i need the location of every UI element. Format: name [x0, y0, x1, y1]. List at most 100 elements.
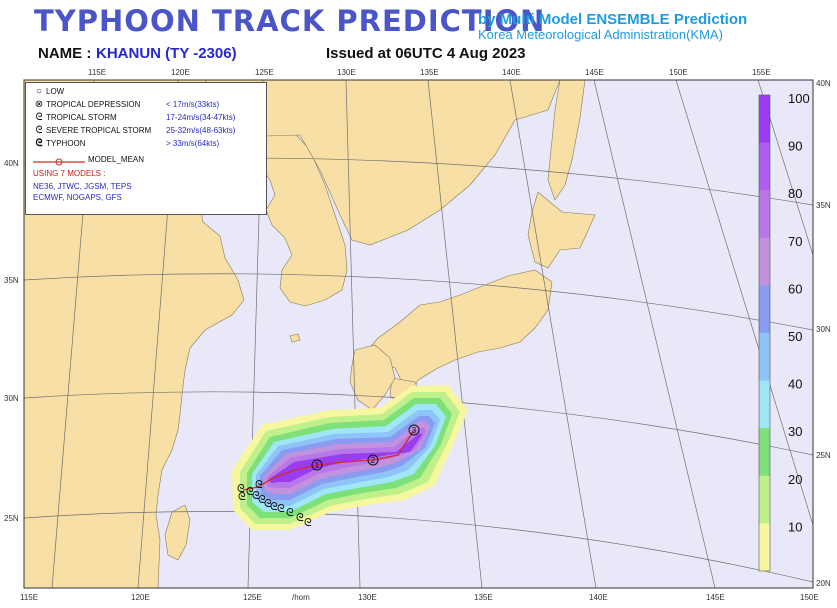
svg-text:ᘓ: ᘓ: [270, 500, 278, 513]
issued-time: Issued at 06UTC 4 Aug 2023: [326, 45, 526, 62]
svg-text:120E: 120E: [171, 68, 190, 77]
severe-tropical-storm-icon: ᘓ: [35, 125, 43, 136]
svg-text:135E: 135E: [420, 68, 439, 77]
svg-text:25N: 25N: [816, 451, 831, 460]
colorbar-segment: [759, 190, 770, 239]
svg-text:ᘓ: ᘓ: [237, 482, 245, 495]
day-markers: 1 2 3: [311, 424, 420, 471]
colorbar-segment: [759, 523, 770, 572]
day-marker-1: 1: [311, 459, 323, 471]
svg-text:ᘓ: ᘓ: [255, 478, 263, 491]
land-taiwan: [164, 504, 191, 561]
svg-text:ᘓ: ᘓ: [258, 493, 266, 506]
colorbar-label: 10: [788, 519, 802, 534]
svg-text:40N: 40N: [816, 79, 831, 88]
colorbar-label: 100: [788, 91, 810, 106]
legend-box: ○ LOW ⊗ TROPICAL DEPRESSION < 17m/s(33kt…: [25, 82, 267, 215]
svg-text:25N: 25N: [4, 514, 19, 523]
subtitle-agency: Korea Meteorological Administration(KMA): [478, 27, 723, 42]
colorbar-segment: [759, 95, 770, 144]
model-mean-line-icon: [33, 158, 85, 166]
colorbar-segment: [759, 333, 770, 382]
svg-text:115E: 115E: [88, 68, 106, 77]
svg-text:155E: 155E: [752, 68, 771, 77]
typhoon-icon: ᘓ: [35, 138, 43, 149]
svg-text:140E: 140E: [502, 68, 521, 77]
colorbar-segment: [759, 380, 770, 429]
colorbar-label: 50: [788, 329, 802, 344]
svg-text:ᘓ: ᘓ: [264, 497, 272, 510]
svg-text:ᘓ: ᘓ: [286, 506, 294, 519]
svg-text:35N: 35N: [4, 276, 19, 285]
colorbar-label: 80: [788, 186, 802, 201]
colorbar-label: 40: [788, 377, 802, 392]
svg-text:ᘓ: ᘓ: [252, 489, 260, 502]
svg-text:ᘓ: ᘓ: [296, 511, 304, 524]
tropical-depression-icon: ⊗: [34, 99, 44, 110]
svg-text:150E: 150E: [800, 593, 819, 602]
colorbar-label: 20: [788, 472, 802, 487]
svg-text:30N: 30N: [4, 394, 19, 403]
land-hokkaido: [527, 191, 596, 269]
svg-text:3: 3: [412, 426, 417, 435]
probability-swath: [232, 385, 468, 530]
probability-colorbar: 100 90 80 70 60 50 40 30 20 10: [758, 91, 810, 572]
land-sakhalin: [547, 80, 586, 201]
legend-row-ty: ᘓ TYPHOON > 33m/s(64kts): [26, 138, 266, 150]
bottom-lon-labels: 115E 120E 125E /hom 130E 135E 140E 145E …: [20, 593, 819, 602]
colorbar-segment: [759, 285, 770, 334]
legend-row-ts: ᘓ TROPICAL STORM 17-24m/s(34-47kts): [26, 112, 266, 124]
svg-text:140E: 140E: [589, 593, 608, 602]
colorbar-segment: [759, 475, 770, 524]
models-list: NE36, JTWC, JGSM, TEPS ECMWF, NOGAPS, GF…: [33, 182, 132, 202]
right-lat-labels: 40N 35N 30N 25N 20N: [816, 79, 831, 588]
models-heading: USING 7 MODELS :: [33, 169, 106, 178]
model-mean-track: [242, 429, 415, 491]
colorbar-label: 90: [788, 139, 802, 154]
name-label: NAME :: [38, 45, 92, 62]
typhoon-name: KHANUN (TY -2306): [96, 45, 237, 62]
svg-text:150E: 150E: [669, 68, 688, 77]
subtitle-ensemble: by Multi Model ENSEMBLE Prediction: [478, 11, 748, 28]
colorbar-label: 70: [788, 234, 802, 249]
svg-text:20N: 20N: [816, 579, 831, 588]
model-mean-label: MODEL_MEAN: [88, 155, 145, 164]
svg-text:ᘓ: ᘓ: [277, 502, 285, 515]
left-lat-labels: 40N 35N 30N 25N: [4, 159, 19, 523]
land-korea: [261, 127, 348, 307]
day-marker-2: 2: [367, 454, 379, 466]
svg-text:ᘓ: ᘓ: [246, 485, 254, 498]
day-marker-3: 3: [408, 424, 420, 436]
svg-text:130E: 130E: [337, 68, 356, 77]
svg-text:120E: 120E: [131, 593, 150, 602]
colorbar-segment: [759, 237, 770, 286]
colorbar-label: 30: [788, 424, 802, 439]
svg-text:145E: 145E: [585, 68, 604, 77]
svg-text:125E: 125E: [255, 68, 274, 77]
legend-row-low: ○ LOW: [26, 86, 266, 98]
colorbar-segment: [759, 428, 770, 477]
svg-text:30N: 30N: [816, 325, 831, 334]
colorbar-segment: [759, 142, 770, 191]
land-jeju: [289, 333, 301, 343]
low-icon: ○: [35, 86, 43, 97]
svg-text:2: 2: [371, 456, 376, 465]
svg-text:/hom: /hom: [292, 593, 310, 602]
land-kyushu: [349, 344, 396, 411]
svg-text:130E: 130E: [358, 593, 377, 602]
map-title: TYPHOON TRACK PREDICTION: [34, 4, 546, 38]
svg-text:145E: 145E: [706, 593, 725, 602]
svg-text:35N: 35N: [816, 201, 831, 210]
svg-text:ᘓ: ᘓ: [238, 490, 246, 503]
svg-text:115E: 115E: [20, 593, 38, 602]
map-frame: [23, 79, 814, 589]
colorbar-label: 60: [788, 281, 802, 296]
top-lon-labels: 115E 120E 125E 130E 135E 140E 145E 150E …: [88, 68, 771, 77]
legend-row-td: ⊗ TROPICAL DEPRESSION < 17m/s(33kts): [34, 99, 220, 110]
svg-text:40N: 40N: [4, 159, 19, 168]
legend-row-sts: ᘓ SEVERE TROPICAL STORM 25-32m/s(48-63kt…: [26, 125, 266, 137]
svg-text:135E: 135E: [474, 593, 493, 602]
tropical-storm-icon: ᘓ: [35, 112, 43, 123]
svg-text:1: 1: [315, 461, 320, 470]
svg-text:125E: 125E: [243, 593, 262, 602]
